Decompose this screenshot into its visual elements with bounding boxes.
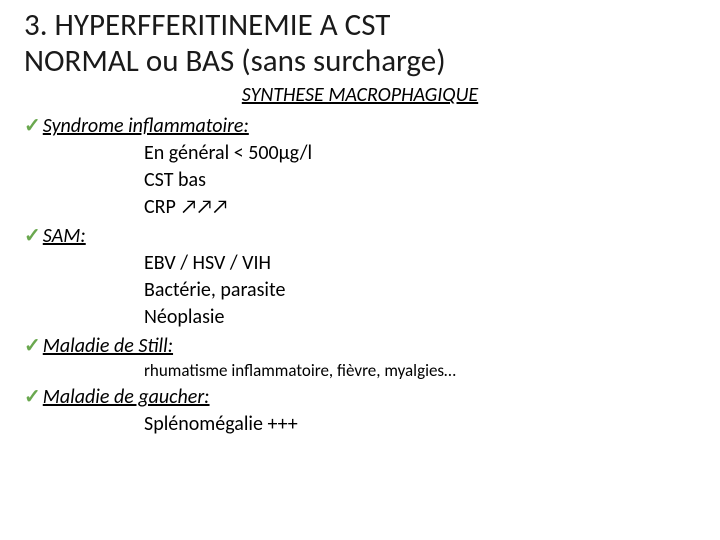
- gaucher-details: Splénomégalie +++: [144, 411, 696, 438]
- check-icon: ✓: [24, 114, 41, 138]
- sam-line-2: Bactérie, parasite: [144, 277, 696, 304]
- gaucher-line-1: Splénomégalie +++: [144, 411, 696, 438]
- syndrome-details: En général < 500µg/l CST bas CRP ↗↗↗: [144, 140, 696, 221]
- syndrome-line-3: CRP ↗↗↗: [144, 194, 696, 221]
- check-icon: ✓: [24, 385, 41, 409]
- slide: 3. HYPERFFERITINEMIE A CST NORMAL ou BAS…: [0, 0, 720, 540]
- title-line-2: NORMAL ou BAS (sans surcharge): [24, 42, 446, 80]
- crp-prefix: CRP: [144, 195, 180, 219]
- check-icon: ✓: [24, 224, 41, 248]
- section-syndrome: ✓Syndrome inflammatoire:: [24, 113, 696, 138]
- sam-line-1: EBV / HSV / VIH: [144, 250, 696, 277]
- up-arrows-icon: ↗↗↗: [180, 195, 227, 219]
- section-still: ✓Maladie de Still:: [24, 333, 696, 358]
- slide-title: 3. HYPERFFERITINEMIE A CST NORMAL ou BAS…: [24, 8, 696, 79]
- syndrome-line-2: CST bas: [144, 167, 696, 194]
- still-note: rhumatisme inflammatoire, fièvre, myalgi…: [144, 360, 696, 382]
- section-gaucher: ✓Maladie de gaucher:: [24, 384, 696, 409]
- subtitle: SYNTHESE MACROPHAGIQUE: [24, 83, 696, 107]
- syndrome-line-1: En général < 500µg/l: [144, 140, 696, 167]
- section-sam: ✓SAM:: [24, 223, 696, 248]
- sam-details: EBV / HSV / VIH Bactérie, parasite Néopl…: [144, 250, 696, 331]
- sam-line-3: Néoplasie: [144, 304, 696, 331]
- check-icon: ✓: [24, 334, 41, 358]
- gaucher-label: Maladie de gaucher:: [43, 385, 210, 409]
- sam-label: SAM:: [43, 224, 86, 248]
- syndrome-label: Syndrome inflammatoire:: [43, 114, 249, 138]
- still-label: Maladie de Still:: [43, 334, 173, 358]
- title-line-1: 3. HYPERFFERITINEMIE A CST: [24, 6, 390, 44]
